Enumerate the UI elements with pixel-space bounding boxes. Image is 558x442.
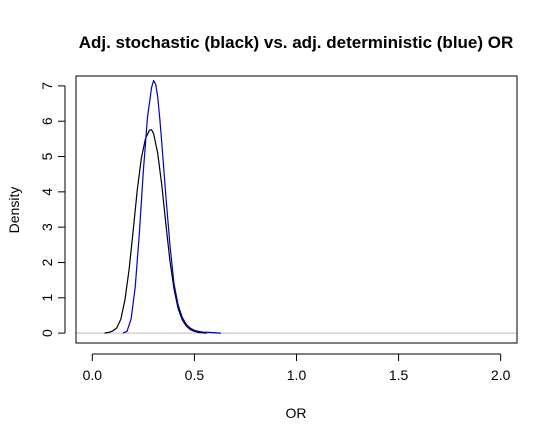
y-tick-label: 3	[39, 223, 55, 231]
y-tick-label: 1	[39, 294, 55, 302]
y-axis-label: Density	[6, 187, 22, 234]
plot-frame	[75, 75, 518, 344]
x-tick-label: 0.5	[185, 367, 205, 383]
y-tick-label: 4	[39, 188, 55, 196]
y-tick-label: 7	[39, 82, 55, 90]
x-tick-label: 1.5	[389, 367, 409, 383]
y-axis: 0 1 2 3 4 5 6 7	[39, 82, 66, 337]
y-tick-label: 2	[39, 258, 55, 266]
x-tick-label: 1.0	[287, 367, 307, 383]
plot-area	[76, 79, 517, 334]
x-tick-label: 0.0	[83, 367, 103, 383]
y-tick-label: 0	[39, 329, 55, 337]
density-curve-stochastic	[104, 129, 207, 334]
density-curve-deterministic	[122, 79, 221, 334]
chart-title: Adj. stochastic (black) vs. adj. determi…	[79, 33, 514, 52]
y-tick-label: 6	[39, 117, 55, 125]
x-tick-label: 2.0	[491, 367, 511, 383]
x-axis: 0.0 0.5 1.0 1.5 2.0	[83, 353, 511, 383]
x-axis-label: OR	[286, 405, 307, 421]
y-tick-label: 5	[39, 152, 55, 160]
